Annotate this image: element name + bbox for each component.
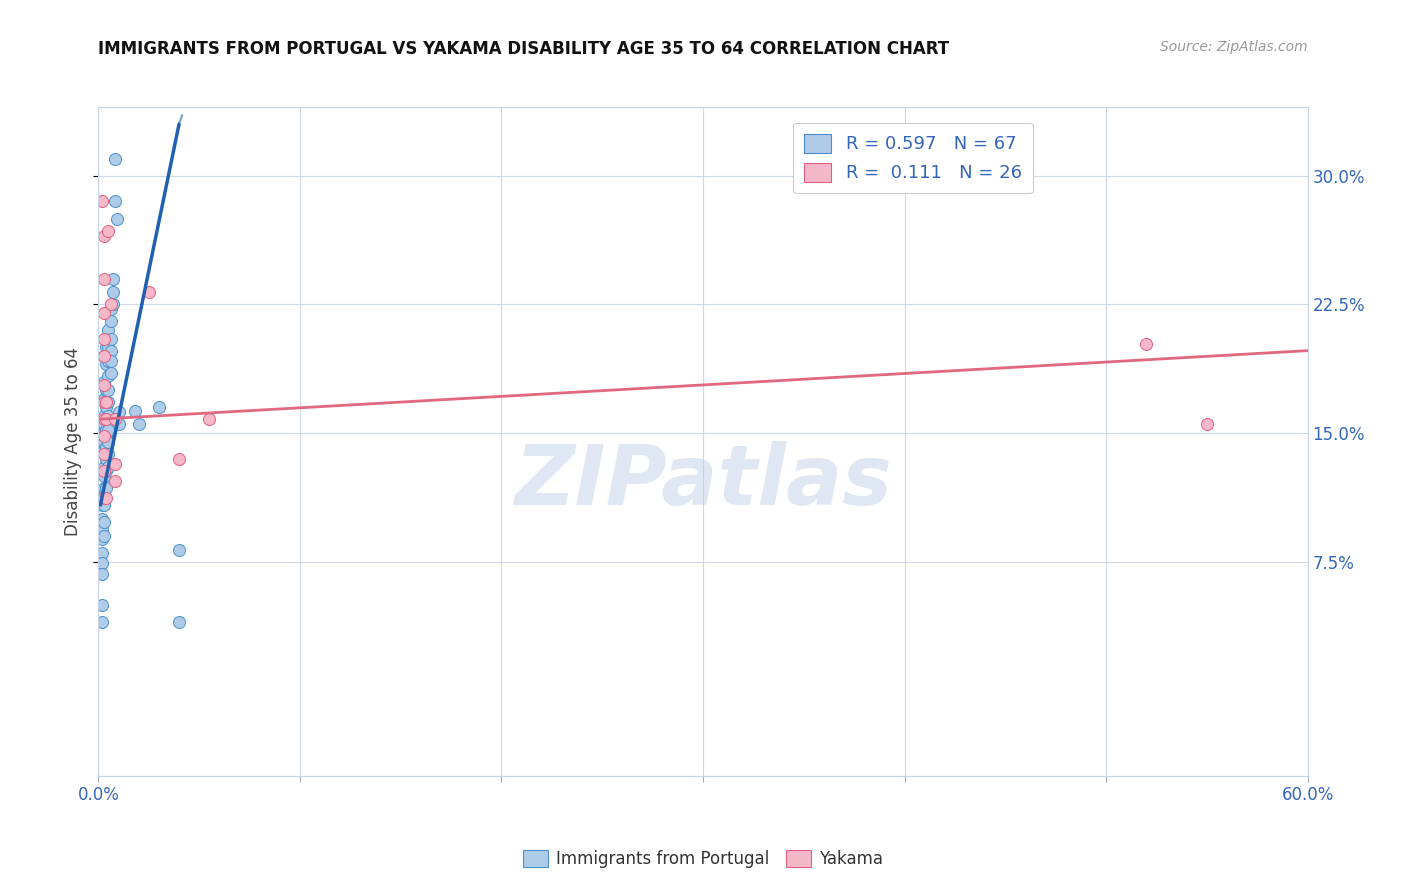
Point [100,302,122,317]
Point [198,412,221,426]
Point [97,434,120,449]
Point [91,533,114,547]
Point [167,615,190,629]
Point [103,474,125,488]
Point [97,340,120,354]
Point [93,529,115,543]
Point [93,412,115,426]
Point [93,417,115,432]
Point [96,412,118,426]
Point [91,615,114,629]
Point [93,446,115,460]
Point [96,412,118,426]
Point [93,395,115,409]
Point [101,285,124,300]
Point [93,464,115,478]
Point [93,271,115,285]
Point [107,405,129,419]
Point [97,323,120,337]
Point [93,481,115,495]
Point [93,409,115,423]
Point [93,425,115,440]
Point [103,457,125,471]
Point [124,403,146,417]
Point [93,228,115,243]
Point [105,211,128,226]
Point [97,423,120,437]
Point [97,446,120,460]
Point [96,401,118,415]
Point [93,460,115,475]
Point [91,522,114,536]
Point [91,194,114,209]
Y-axis label: Disability Age 35 to 64: Disability Age 35 to 64 [65,347,83,536]
Point [97,223,120,237]
Point [91,557,114,571]
Point [100,354,122,368]
Point [91,490,114,504]
Point [100,366,122,380]
Point [167,451,190,466]
Point [93,375,115,389]
Point [103,152,125,166]
Point [93,491,115,505]
Point [96,395,118,409]
Point [148,401,170,415]
Point [101,297,124,311]
Point [93,515,115,529]
Point [97,354,120,368]
Point [103,412,125,426]
Text: Source: ZipAtlas.com: Source: ZipAtlas.com [1160,40,1308,54]
Point [93,468,115,483]
Point [100,332,122,346]
Point [91,512,114,526]
Point [91,566,114,581]
Point [96,383,118,397]
Legend: R = 0.597   N = 67, R =  0.111   N = 26: R = 0.597 N = 67, R = 0.111 N = 26 [793,123,1032,194]
Point [100,314,122,328]
Point [93,443,115,458]
Point [96,357,118,371]
Text: ZIPatlas: ZIPatlas [515,442,891,522]
Point [1195,417,1218,432]
Point [100,343,122,358]
Point [96,464,118,478]
Point [91,498,114,512]
Point [96,429,118,443]
Point [97,369,120,384]
Point [93,349,115,363]
Point [97,409,120,423]
Point [93,349,115,363]
Point [101,271,124,285]
Point [107,417,129,432]
Legend: Immigrants from Portugal, Yakama: Immigrants from Portugal, Yakama [516,843,890,875]
Point [1135,336,1157,351]
Point [93,306,115,320]
Point [96,423,118,437]
Point [96,440,118,454]
Point [128,417,150,432]
Point [91,546,114,560]
Point [167,542,190,557]
Point [93,332,115,346]
Point [138,285,160,300]
Point [93,434,115,449]
Point [93,378,115,392]
Point [93,429,115,443]
Point [96,340,118,354]
Point [97,395,120,409]
Point [93,498,115,512]
Point [96,481,118,495]
Point [91,598,114,612]
Point [97,460,120,475]
Point [96,451,118,466]
Point [93,417,115,432]
Point [100,297,122,311]
Point [91,491,114,505]
Text: IMMIGRANTS FROM PORTUGAL VS YAKAMA DISABILITY AGE 35 TO 64 CORRELATION CHART: IMMIGRANTS FROM PORTUGAL VS YAKAMA DISAB… [98,40,949,58]
Point [93,392,115,406]
Point [103,194,125,209]
Point [96,491,118,505]
Point [97,383,120,397]
